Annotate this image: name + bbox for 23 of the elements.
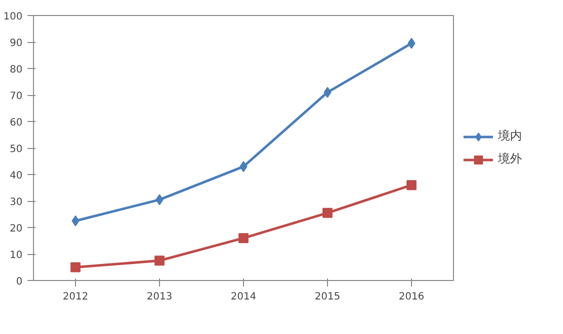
y-tick-label: 0 (16, 276, 23, 288)
legend-label: 境内 (498, 128, 522, 144)
point (406, 180, 416, 190)
x-tick-label: 2014 (230, 292, 256, 302)
y-tick-label: 50 (10, 144, 23, 155)
y-tick-label: 100 (3, 12, 23, 22)
point (322, 208, 332, 218)
y-tick-label: 70 (10, 91, 23, 102)
y-tick-label: 10 (10, 250, 23, 261)
y-tick-label: 30 (10, 197, 23, 208)
x-tick-label: 2012 (62, 292, 88, 302)
point (238, 233, 248, 244)
y-tick-label: 90 (10, 38, 23, 49)
x-tick-label: 2015 (314, 292, 340, 302)
point (70, 262, 80, 272)
legend-label: 境外 (498, 150, 522, 168)
y-tick-label: 60 (10, 118, 23, 128)
x-tick-label: 2013 (146, 292, 172, 302)
x-tick-label: 2016 (398, 292, 424, 302)
point (154, 256, 164, 266)
y-tick-label: 20 (10, 224, 23, 234)
y-tick-label: 80 (10, 64, 23, 76)
y-tick-label: 40 (10, 170, 23, 182)
